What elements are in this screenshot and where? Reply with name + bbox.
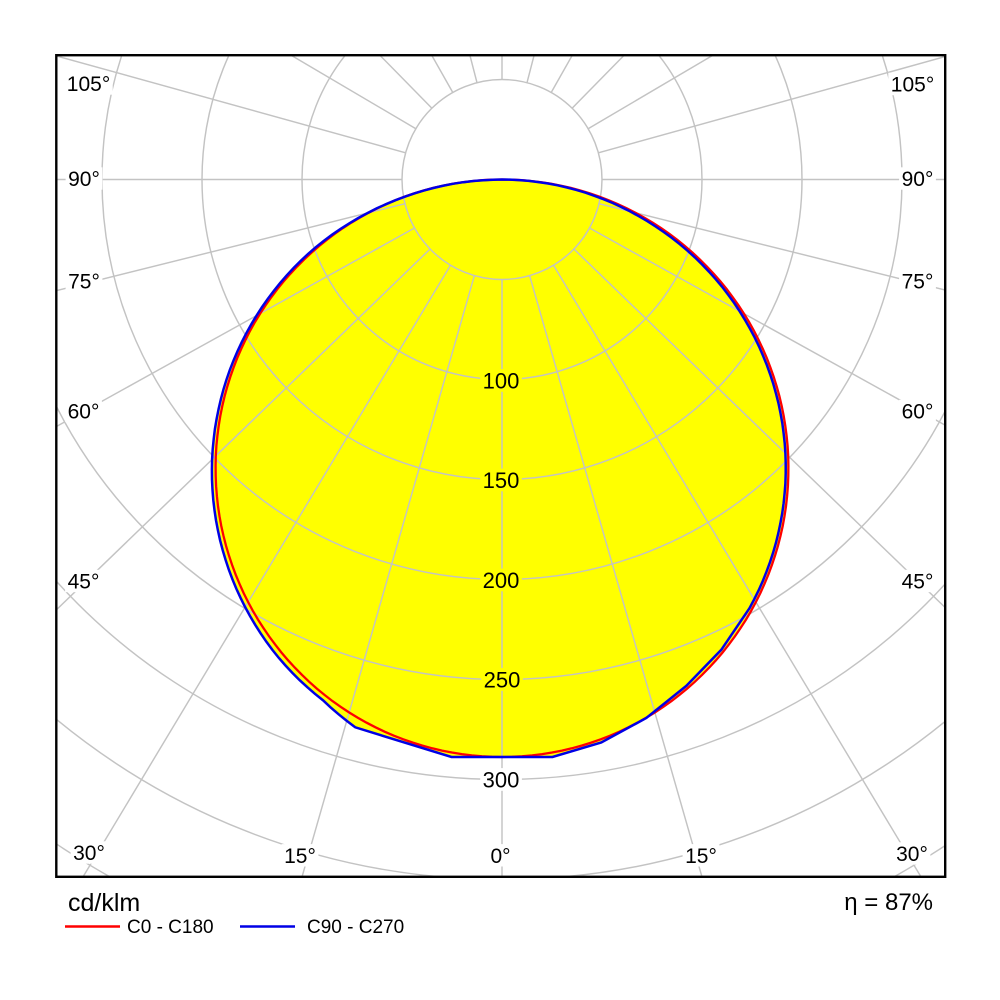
svg-text:45°: 45° — [902, 571, 934, 594]
svg-text:105°: 105° — [67, 73, 110, 96]
svg-text:75°: 75° — [68, 271, 100, 294]
svg-text:300: 300 — [483, 767, 520, 792]
svg-text:cd/klm: cd/klm — [68, 889, 140, 917]
svg-text:30°: 30° — [73, 842, 105, 865]
svg-text:60°: 60° — [68, 401, 100, 424]
svg-text:200: 200 — [483, 568, 520, 593]
svg-text:60°: 60° — [902, 401, 934, 424]
svg-text:105°: 105° — [891, 74, 934, 97]
svg-text:30°: 30° — [896, 843, 928, 866]
svg-text:45°: 45° — [68, 571, 100, 594]
svg-text:75°: 75° — [902, 271, 934, 294]
svg-text:90°: 90° — [68, 168, 100, 191]
svg-text:0°: 0° — [490, 845, 510, 868]
svg-text:C90 - C270: C90 - C270 — [307, 917, 404, 938]
svg-text:90°: 90° — [902, 168, 934, 191]
svg-text:150: 150 — [483, 468, 520, 493]
svg-text:η = 87%: η = 87% — [844, 889, 933, 916]
svg-text:250: 250 — [484, 667, 521, 692]
svg-text:15°: 15° — [284, 845, 316, 868]
svg-text:100: 100 — [483, 368, 520, 393]
svg-text:C0 - C180: C0 - C180 — [127, 917, 214, 938]
svg-text:15°: 15° — [685, 845, 717, 868]
